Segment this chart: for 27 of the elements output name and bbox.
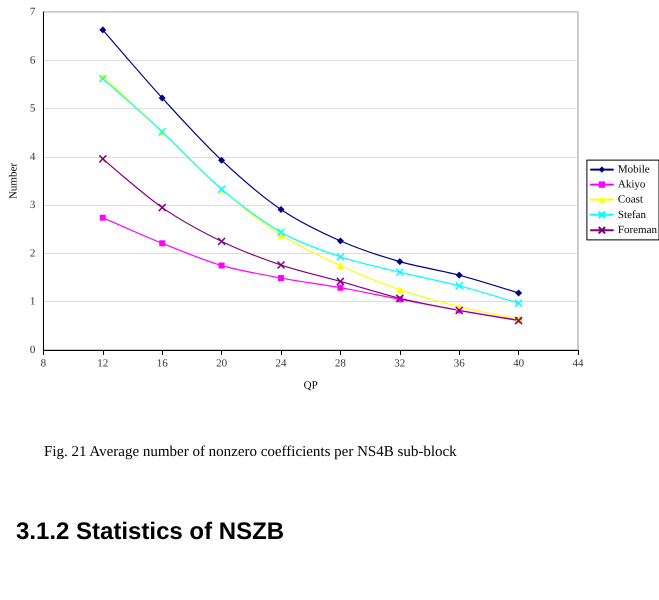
legend-label: Foreman <box>618 224 658 236</box>
y-tick-label: 1 <box>30 296 36 308</box>
x-tick-label: 44 <box>572 358 584 370</box>
y-axis-title: Number <box>8 162 20 200</box>
x-tick-label: 32 <box>394 358 406 370</box>
legend-label: Akiyo <box>618 178 646 191</box>
y-tick-label: 4 <box>30 150 36 163</box>
caption: Fig. 21 Average number of nonzero coefficients per NS4B sub-block <box>44 444 457 461</box>
x-tick-label: 16 <box>156 358 168 370</box>
x-tick-label: 20 <box>216 358 228 370</box>
y-tick-label: 0 <box>30 344 36 356</box>
y-tick-label: 7 <box>30 6 36 18</box>
x-tick-label: 28 <box>334 358 346 370</box>
x-tick-label: 36 <box>454 358 466 370</box>
legend-label: Mobile <box>618 164 650 176</box>
text: 3.1.2 Statistics of NSZB <box>16 518 284 546</box>
y-tick-label: 3 <box>30 199 36 212</box>
x-tick-label: 40 <box>513 358 525 370</box>
x-tick-label: 24 <box>276 358 287 370</box>
legend-label: Stefan <box>618 208 646 221</box>
y-tick-label: 5 <box>30 102 36 115</box>
x-tick-label: 12 <box>97 358 108 370</box>
x-tick-label: 8 <box>40 358 47 370</box>
y-tick-label: 6 <box>30 54 36 66</box>
legend-label: Coast <box>618 194 643 206</box>
y-tick-label: 2 <box>30 247 36 260</box>
x-axis-title: QP <box>304 380 318 392</box>
